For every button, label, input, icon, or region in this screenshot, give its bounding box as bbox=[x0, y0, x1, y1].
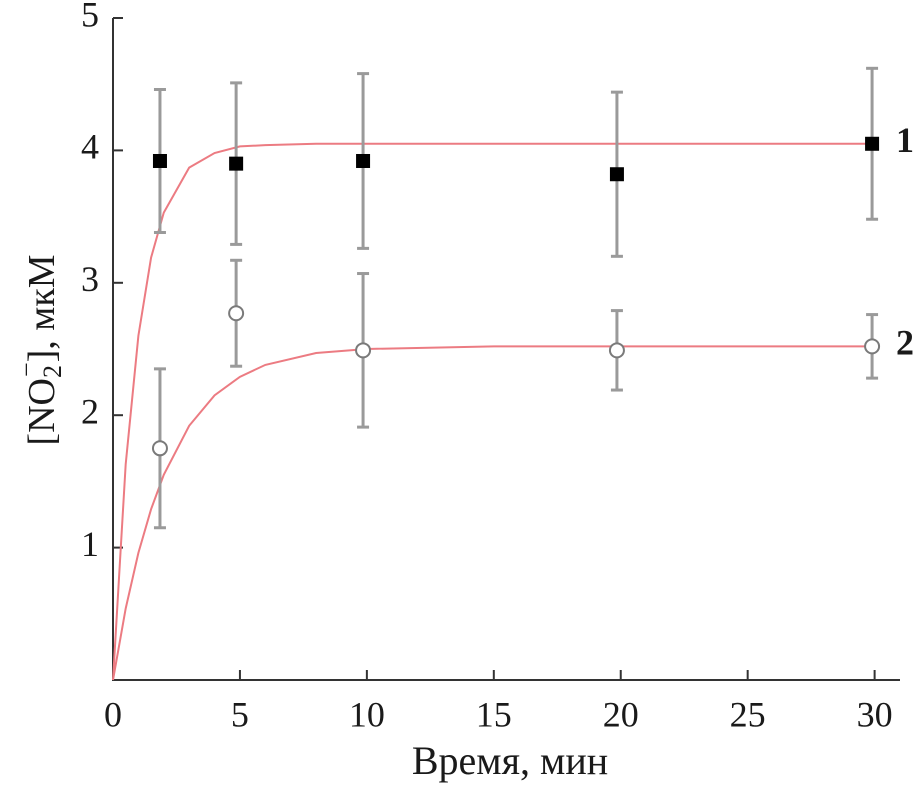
x-tick-label: 25 bbox=[730, 694, 766, 734]
point bbox=[865, 136, 880, 151]
y-tick-label: 3 bbox=[81, 259, 99, 299]
y-tick-label: 4 bbox=[81, 127, 99, 167]
series-label: 2 bbox=[896, 323, 914, 363]
x-tick-label: 5 bbox=[231, 694, 249, 734]
point bbox=[608, 342, 625, 359]
point bbox=[356, 153, 371, 168]
y-axis-label: [NO2−], мкМ bbox=[12, 254, 67, 445]
y-label-sub: 2 bbox=[38, 365, 67, 378]
y-label-part: ], мкМ bbox=[21, 254, 63, 362]
point bbox=[152, 153, 167, 168]
y-tick-label: 5 bbox=[81, 0, 99, 34]
y-label-part: [NO bbox=[21, 378, 63, 446]
y-label-sup: − bbox=[12, 362, 41, 377]
point bbox=[355, 342, 372, 359]
point bbox=[228, 305, 245, 322]
fit-curve bbox=[112, 142, 875, 681]
y-tick-label: 2 bbox=[81, 391, 99, 431]
fit-curve bbox=[112, 345, 875, 681]
x-axis-label: Время, мин bbox=[412, 738, 608, 783]
x-tick-label: 15 bbox=[476, 694, 512, 734]
x-tick-label: 20 bbox=[603, 694, 639, 734]
y-tick-label: 1 bbox=[81, 524, 99, 564]
x-tick-label: 30 bbox=[857, 694, 893, 734]
x-tick-label: 0 bbox=[104, 694, 122, 734]
point bbox=[864, 338, 881, 355]
point bbox=[229, 156, 244, 171]
series-label: 1 bbox=[896, 120, 914, 160]
point bbox=[609, 167, 624, 182]
x-tick-label: 10 bbox=[349, 694, 385, 734]
point bbox=[151, 440, 168, 457]
